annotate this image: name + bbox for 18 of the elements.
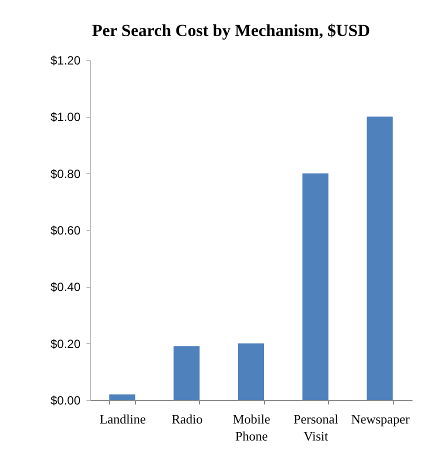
x-tick-label: Mobile Phone [232,412,270,444]
y-tick-label: $0.40 [50,280,81,294]
bar [302,173,328,400]
x-tick-label: Radio [172,412,203,426]
x-tick-label: Newspaper [351,412,410,426]
bar [366,116,393,400]
y-tick-label: $0.20 [50,336,81,351]
bar [109,394,136,400]
y-tick-label: $1.20 [50,54,81,68]
y-tick-label: $0.80 [50,166,81,181]
chart-title: Per Search Cost by Mechanism, $USD [92,21,370,40]
bar [238,343,264,400]
y-tick-label: $0.00 [50,394,81,408]
y-tick-label: $0.60 [50,224,81,238]
bar [174,346,200,400]
x-tick-label: Landline [100,412,146,426]
y-tick-label: $1.00 [50,110,81,124]
x-tick-label: Personal Visit [294,412,339,444]
